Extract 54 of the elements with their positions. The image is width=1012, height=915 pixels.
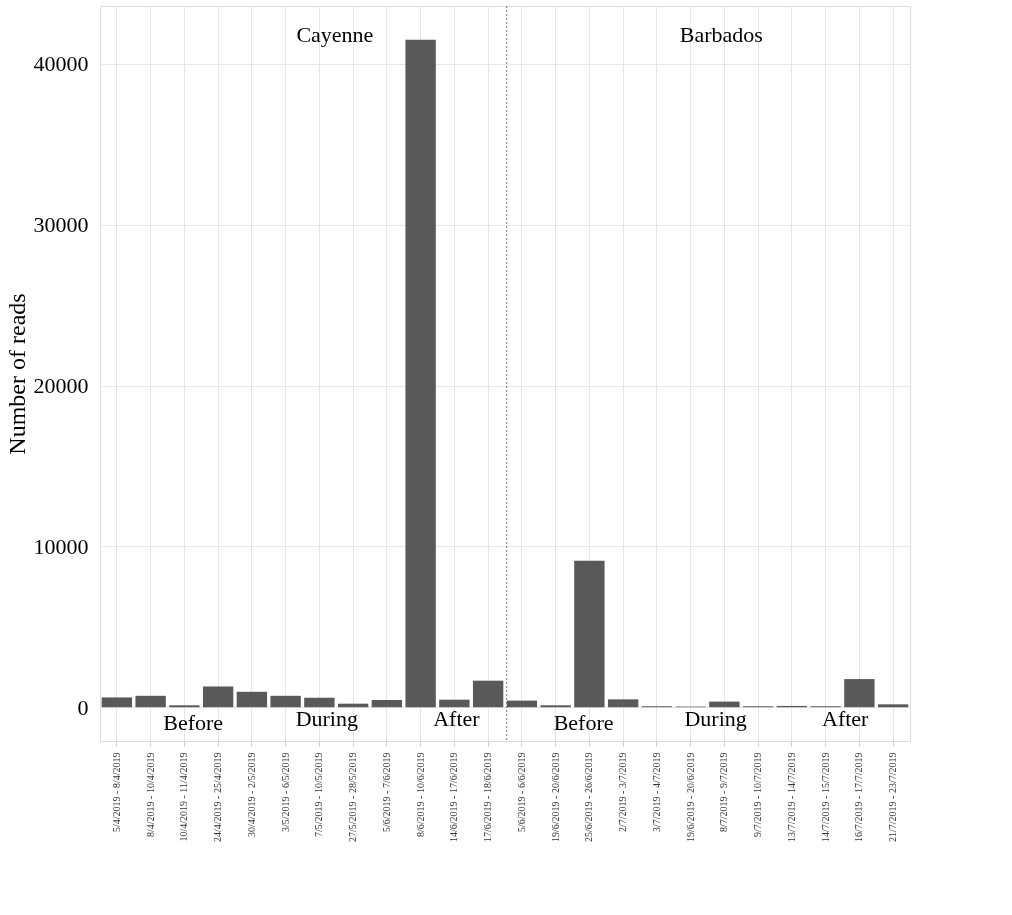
x-tick-label: 17/6/2019 - 18/6/2019 [482, 752, 494, 842]
annotation: Before [163, 709, 224, 735]
bar [506, 700, 538, 708]
x-tick-label: 3/5/2019 - 6/5/2019 [279, 752, 291, 832]
annotation: Cayenne [296, 22, 374, 48]
bar [607, 699, 639, 708]
bar [709, 701, 740, 708]
annotation: Before [553, 709, 614, 735]
annotation: Barbados [679, 22, 763, 48]
bar [101, 697, 133, 708]
x-tick-label: 5/4/2019 - 8/4/2019 [110, 752, 122, 832]
x-tick-label: 27/5/2019 - 28/5/2019 [347, 752, 359, 842]
x-tick-label: 30/4/2019 - 2/5/2019 [245, 752, 257, 837]
x-tick-label: 5/6/2019 - 6/6/2019 [515, 752, 527, 832]
bar [236, 691, 268, 708]
x-tick-label: 25/6/2019 - 26/6/2019 [583, 752, 595, 842]
x-tick-label: 10/4/2019 - 11/4/2019 [178, 752, 190, 842]
annotation: After [433, 705, 481, 731]
bar [574, 560, 605, 708]
y-axis-title: Number of reads [3, 293, 30, 455]
x-tick-label: 24/4/2019 - 25/4/2019 [212, 752, 224, 842]
annotation: During [295, 705, 358, 731]
x-tick-label: 9/7/2019 - 10/7/2019 [752, 752, 764, 837]
bar [270, 695, 301, 708]
bar [202, 686, 234, 708]
y-tick-label: 40000 [33, 51, 89, 77]
x-tick-label: 7/5/2019 - 10/5/2019 [313, 752, 325, 837]
y-tick-label: 30000 [33, 212, 89, 238]
x-tick-label: 19/6/2019 - 20/6/2019 [684, 752, 696, 842]
annotation: During [684, 705, 747, 731]
x-tick-label: 21/7/2019 - 23/7/2019 [887, 752, 899, 842]
x-tick-label: 19/6/2019 - 20/6/2019 [549, 752, 561, 842]
x-tick-label: 8/6/2019 - 10/6/2019 [414, 752, 426, 837]
x-tick-label: 5/6/2019 - 7/6/2019 [380, 752, 392, 832]
x-tick-label: 16/7/2019 - 17/7/2019 [853, 752, 865, 842]
y-tick-label: 10000 [33, 533, 89, 559]
bar [877, 704, 909, 708]
bar [371, 699, 403, 708]
x-tick-label: 14/7/2019 - 15/7/2019 [819, 752, 831, 842]
annotation: After [821, 705, 870, 731]
bar [405, 39, 436, 708]
bar [439, 699, 470, 708]
y-tick-label: 0 [77, 694, 89, 720]
bar [304, 697, 335, 708]
y-tick-label: 20000 [33, 373, 89, 399]
x-tick-label: 3/7/2019 - 4/7/2019 [650, 752, 662, 832]
x-tick-label: 2/7/2019 - 3/7/2019 [617, 752, 629, 832]
x-tick-label: 14/6/2019 - 17/6/2019 [448, 752, 460, 842]
x-tick-label: 8/4/2019 - 10/4/2019 [144, 752, 156, 837]
bar [135, 695, 166, 708]
x-tick-label: 13/7/2019 - 14/7/2019 [785, 752, 797, 842]
bar [472, 680, 504, 708]
x-tick-label: 8/7/2019 - 9/7/2019 [718, 752, 730, 832]
bar [844, 679, 875, 708]
